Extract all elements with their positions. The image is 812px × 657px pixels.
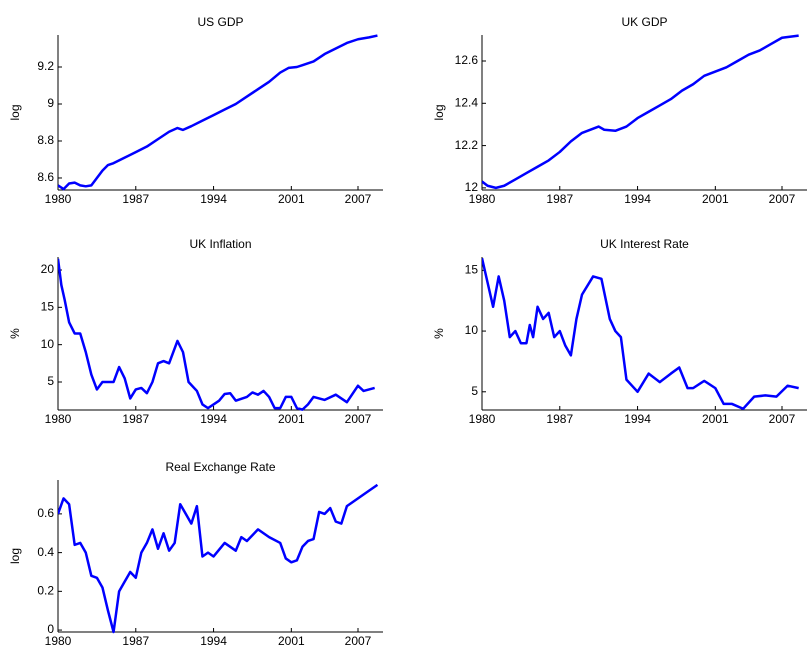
x-tick-label: 1987 (122, 634, 149, 648)
x-tick-label: 1994 (200, 192, 227, 206)
y-tick-label: 0.2 (37, 584, 54, 598)
y-tick-label: 8.8 (37, 133, 54, 147)
y-axis-label: log (8, 104, 22, 120)
plot-area (58, 258, 375, 411)
y-tick-label: 9 (47, 96, 54, 110)
x-tick-label: 1987 (122, 412, 149, 426)
y-tick-label: 10 (465, 323, 479, 337)
x-tick-label: 2007 (345, 412, 372, 426)
x-tick-label: 1980 (45, 634, 72, 648)
panel: UK Interest Rate% 5 10 15 1980 1987 1994 2001 20… (432, 237, 807, 426)
data-line (58, 483, 379, 634)
chart-title: UK Inflation (189, 237, 251, 251)
data-line (58, 258, 375, 411)
y-tick-label: 0.6 (37, 506, 54, 520)
plot-area (58, 34, 378, 191)
x-tick-label: 2001 (278, 634, 305, 648)
x-tick-label: 2007 (345, 192, 372, 206)
y-tick-label: 12 (465, 180, 479, 194)
x-tick-label: 2007 (769, 192, 796, 206)
y-tick-label: 8.6 (37, 170, 54, 184)
data-line (482, 34, 799, 190)
plot-area (482, 257, 799, 411)
x-tick-label: 2007 (769, 412, 796, 426)
y-axis-label: log (8, 548, 22, 564)
chart-title: UK GDP (621, 15, 667, 29)
x-tick-label: 2001 (702, 192, 729, 206)
y-tick-label: 0 (47, 622, 54, 636)
y-axis-label: log (432, 104, 446, 120)
x-tick-label: 1980 (45, 412, 72, 426)
y-tick-label: 10 (41, 337, 55, 351)
x-tick-label: 1994 (200, 412, 227, 426)
x-tick-label: 2007 (345, 634, 372, 648)
y-tick-label: 12.2 (455, 138, 479, 152)
chart-title: Real Exchange Rate (165, 460, 275, 474)
panel: UK GDP log 12 12.2 12.4 12.6 1980 1987 1994 2001 2… (432, 15, 807, 206)
y-tick-label: 12.6 (455, 53, 479, 67)
y-tick-label: 5 (471, 384, 478, 398)
panel: US GDP log 8.6 8.8 9 9.2 1980 1987 1994 2001 2007 (8, 15, 383, 206)
x-tick-label: 1987 (546, 192, 573, 206)
panel: Real Exchange Rate log 0 0.2 0.4 0.6 1980 1987 1… (8, 460, 383, 648)
x-tick-label: 1994 (624, 412, 651, 426)
x-tick-label: 1980 (469, 412, 496, 426)
y-tick-label: 9.2 (37, 59, 54, 73)
x-tick-label: 1994 (624, 192, 651, 206)
data-line (58, 34, 378, 191)
y-tick-label: 20 (41, 262, 55, 276)
chart-title: US GDP (197, 15, 243, 29)
x-tick-label: 1980 (45, 192, 72, 206)
y-tick-label: 0.4 (37, 545, 54, 559)
panel: UK Inflation% 5 10 15 20 1980 1987 1994 2001 2007 (8, 237, 383, 426)
x-tick-label: 1987 (122, 192, 149, 206)
x-tick-label: 1987 (546, 412, 573, 426)
plot-area (482, 34, 799, 190)
x-tick-label: 2001 (702, 412, 729, 426)
y-tick-label: 15 (465, 263, 479, 277)
y-tick-label: 15 (41, 299, 55, 313)
y-tick-label: 5 (47, 374, 54, 388)
y-tick-label: 12.4 (455, 95, 479, 109)
x-tick-label: 2001 (278, 192, 305, 206)
y-axis-label: % (432, 328, 446, 339)
chart-title: UK Interest Rate (600, 237, 689, 251)
x-tick-label: 1980 (469, 192, 496, 206)
y-axis-label: % (8, 328, 22, 339)
x-tick-label: 1994 (200, 634, 227, 648)
data-line (482, 257, 799, 411)
plot-area (58, 483, 379, 634)
x-tick-label: 2001 (278, 412, 305, 426)
